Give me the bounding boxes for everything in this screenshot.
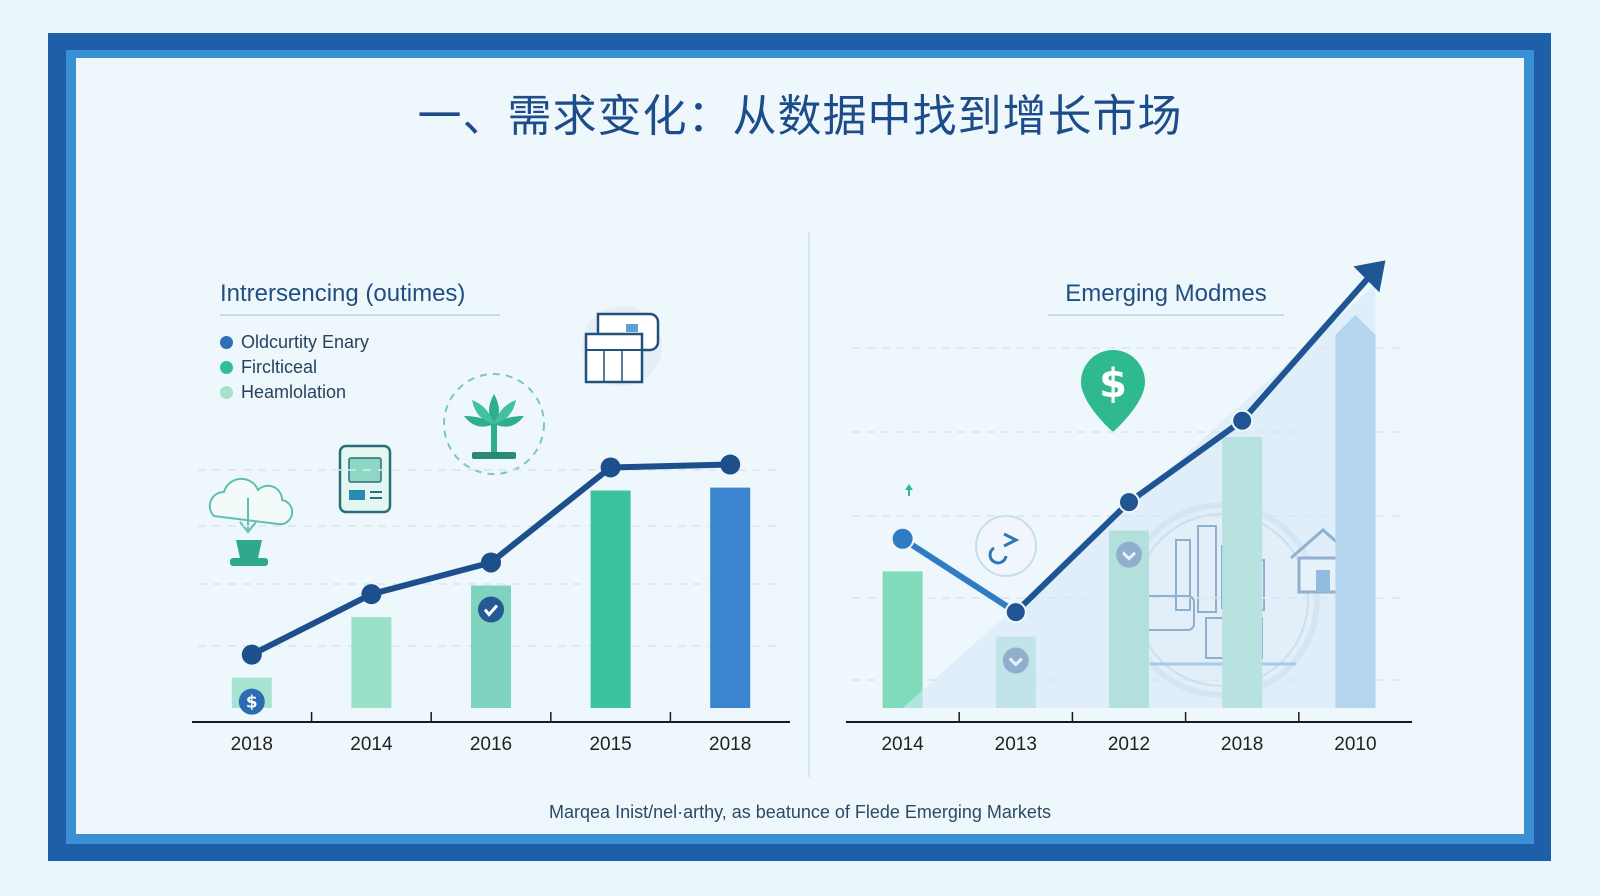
dollar-pin-icon: $ <box>1081 350 1145 432</box>
trend-point <box>720 454 741 475</box>
legend-item: Firclticeal <box>220 355 369 380</box>
x-tick-label: 2018 <box>709 734 751 755</box>
x-tick-label: 2015 <box>589 734 631 755</box>
badge-circle <box>238 688 265 715</box>
legend-swatch <box>220 386 233 399</box>
pin-marker-icon <box>905 484 913 496</box>
slide-title: 一、需求变化：从数据中找到增长市场 <box>417 91 1183 142</box>
chart-divider <box>808 232 810 777</box>
x-tick-label: 2018 <box>1221 734 1263 755</box>
x-tick-label: 2014 <box>881 734 924 755</box>
badge-circle <box>478 596 504 623</box>
bar <box>351 617 392 708</box>
chart-legend: Oldcurtity Enary Firclticeal Heamlolatio… <box>220 330 369 405</box>
legend-label: Heamlolation <box>241 382 347 402</box>
x-tick-label: 2014 <box>350 734 393 755</box>
trend-point <box>1118 491 1140 514</box>
legend-swatch <box>220 336 233 349</box>
legend-swatch <box>220 361 233 374</box>
badge-glyph <box>483 604 499 617</box>
legend-label: Oldcurtity Enary <box>241 332 370 352</box>
bar <box>882 571 923 708</box>
legend-label: Firclticeal <box>241 357 318 377</box>
legend-item: Heamlolation <box>220 380 369 405</box>
trend-line-start <box>899 535 1019 616</box>
chart-left-title: Intrersencing (outimes) <box>220 280 500 316</box>
x-tick-label: 2016 <box>470 734 512 755</box>
trend-point <box>890 526 915 551</box>
trend-point <box>361 584 382 605</box>
presentation-board-icon <box>582 306 662 386</box>
trend-point <box>481 552 501 573</box>
trend-point <box>241 644 262 665</box>
x-tick-label: 2010 <box>1334 734 1376 755</box>
chart-left: $2018 2014 2016 2015 2018 <box>192 454 790 755</box>
x-tick-label: 2013 <box>995 734 1037 755</box>
bar <box>590 490 631 708</box>
trend-point <box>1004 601 1027 624</box>
document-icon <box>338 444 392 514</box>
check-badge-icon <box>478 596 504 623</box>
badge-glyph: $ <box>246 693 258 713</box>
trend-arrow-head <box>1353 260 1386 293</box>
cloud-upload-icon <box>208 477 294 566</box>
bar <box>710 487 751 708</box>
trend-arrow-shaft <box>1239 271 1375 424</box>
plant-icon <box>443 373 545 475</box>
svg-text:$: $ <box>1099 361 1127 407</box>
link-icon <box>975 515 1037 577</box>
x-tick-label: 2018 <box>231 734 273 755</box>
x-tick-label: 2012 <box>1108 734 1150 755</box>
trend-point <box>600 457 621 478</box>
trend-point <box>1231 409 1254 432</box>
chart-right: 2014 2013 2012 2018 2010 <box>846 260 1412 755</box>
legend-item: Oldcurtity Enary <box>220 330 369 355</box>
chart-right-title: Emerging Modmes <box>1048 280 1284 316</box>
footer-caption: Marqea Inist/nel·arthy, as beatunce of F… <box>549 802 1051 822</box>
dollar-badge-icon: $ <box>238 688 265 715</box>
